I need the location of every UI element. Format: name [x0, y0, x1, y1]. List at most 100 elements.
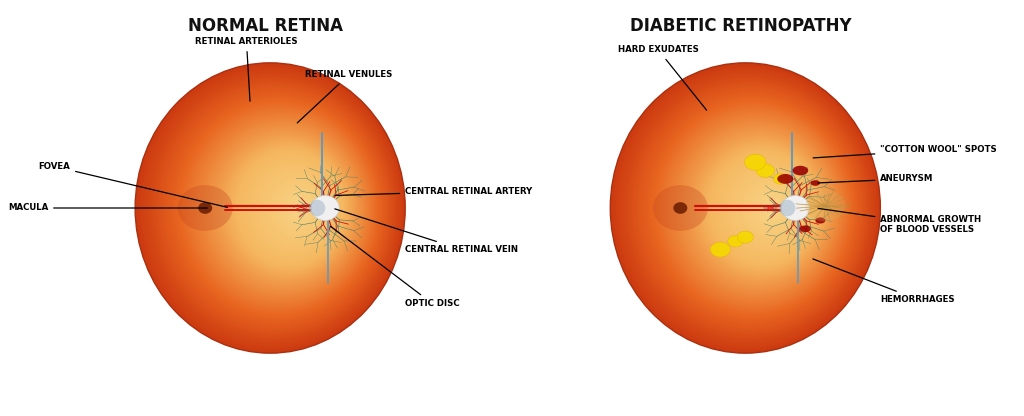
- Ellipse shape: [756, 191, 787, 225]
- Ellipse shape: [653, 185, 708, 231]
- Ellipse shape: [138, 65, 403, 351]
- Ellipse shape: [663, 109, 847, 307]
- Ellipse shape: [754, 188, 790, 228]
- Ellipse shape: [651, 99, 854, 317]
- Ellipse shape: [256, 167, 332, 249]
- Ellipse shape: [707, 148, 819, 268]
- Ellipse shape: [770, 203, 779, 213]
- Ellipse shape: [698, 140, 824, 276]
- Ellipse shape: [230, 145, 347, 271]
- Ellipse shape: [177, 185, 232, 231]
- Ellipse shape: [216, 133, 356, 283]
- Ellipse shape: [166, 89, 386, 327]
- Ellipse shape: [630, 80, 868, 336]
- Ellipse shape: [269, 179, 324, 237]
- Ellipse shape: [161, 84, 390, 332]
- Ellipse shape: [772, 206, 777, 210]
- Ellipse shape: [236, 150, 344, 266]
- Ellipse shape: [632, 82, 866, 334]
- Ellipse shape: [239, 152, 342, 264]
- Ellipse shape: [200, 119, 367, 297]
- Ellipse shape: [679, 123, 837, 293]
- Ellipse shape: [222, 138, 352, 278]
- Text: FOVEA: FOVEA: [38, 162, 227, 207]
- Ellipse shape: [146, 72, 398, 344]
- Ellipse shape: [723, 162, 809, 254]
- Ellipse shape: [728, 235, 743, 247]
- Text: OPTIC DISC: OPTIC DISC: [331, 226, 460, 308]
- Ellipse shape: [177, 99, 380, 317]
- Ellipse shape: [773, 173, 787, 184]
- Ellipse shape: [194, 114, 370, 302]
- Ellipse shape: [211, 128, 359, 288]
- Text: RETINAL ARTERIOLES: RETINAL ARTERIOLES: [196, 37, 298, 101]
- Ellipse shape: [180, 102, 378, 314]
- Ellipse shape: [298, 203, 306, 213]
- Ellipse shape: [756, 164, 774, 177]
- Ellipse shape: [654, 102, 852, 314]
- Ellipse shape: [777, 174, 794, 184]
- Ellipse shape: [275, 184, 321, 232]
- Text: RETINAL VENULES: RETINAL VENULES: [297, 70, 392, 123]
- Ellipse shape: [203, 121, 365, 295]
- Ellipse shape: [638, 87, 863, 329]
- Ellipse shape: [668, 114, 844, 302]
- Text: CENTRAL RETINAL VEIN: CENTRAL RETINAL VEIN: [335, 209, 518, 254]
- Ellipse shape: [703, 145, 821, 271]
- Ellipse shape: [695, 138, 826, 278]
- Ellipse shape: [185, 106, 375, 310]
- Ellipse shape: [224, 140, 351, 276]
- Ellipse shape: [646, 94, 858, 322]
- Ellipse shape: [671, 116, 842, 300]
- Ellipse shape: [693, 136, 827, 280]
- Ellipse shape: [682, 126, 835, 290]
- Ellipse shape: [155, 80, 393, 336]
- Ellipse shape: [649, 97, 856, 319]
- Ellipse shape: [292, 198, 310, 218]
- Ellipse shape: [300, 206, 305, 210]
- Ellipse shape: [169, 92, 385, 324]
- Ellipse shape: [624, 75, 871, 341]
- Ellipse shape: [264, 174, 327, 242]
- Ellipse shape: [779, 200, 796, 216]
- Ellipse shape: [287, 193, 313, 223]
- Text: NORMAL RETINA: NORMAL RETINA: [187, 17, 343, 35]
- Ellipse shape: [245, 157, 339, 259]
- Ellipse shape: [800, 225, 811, 232]
- Ellipse shape: [267, 176, 326, 240]
- Ellipse shape: [191, 111, 372, 305]
- Text: MACULA: MACULA: [8, 203, 208, 213]
- Ellipse shape: [659, 106, 849, 310]
- Ellipse shape: [152, 77, 395, 339]
- Ellipse shape: [781, 196, 809, 220]
- Ellipse shape: [712, 152, 815, 264]
- Ellipse shape: [685, 128, 834, 288]
- Ellipse shape: [208, 126, 361, 290]
- Ellipse shape: [762, 196, 784, 220]
- Ellipse shape: [247, 160, 337, 256]
- Ellipse shape: [242, 155, 341, 261]
- Ellipse shape: [744, 154, 766, 170]
- Ellipse shape: [309, 200, 326, 216]
- Ellipse shape: [701, 143, 822, 273]
- Ellipse shape: [281, 188, 316, 228]
- Ellipse shape: [205, 123, 362, 293]
- Ellipse shape: [158, 82, 391, 334]
- Ellipse shape: [793, 166, 808, 176]
- Ellipse shape: [657, 104, 851, 312]
- Ellipse shape: [214, 131, 357, 285]
- Text: CENTRAL RETINAL ARTERY: CENTRAL RETINAL ARTERY: [335, 187, 532, 196]
- Ellipse shape: [615, 68, 877, 348]
- Ellipse shape: [715, 155, 814, 261]
- Ellipse shape: [710, 150, 817, 266]
- Ellipse shape: [690, 133, 829, 283]
- Text: DIABETIC RETINOPATHY: DIABETIC RETINOPATHY: [630, 17, 851, 35]
- Ellipse shape: [687, 131, 831, 285]
- Ellipse shape: [711, 242, 730, 257]
- Ellipse shape: [718, 157, 812, 259]
- Ellipse shape: [197, 116, 368, 300]
- Ellipse shape: [253, 164, 334, 252]
- Text: HEMORRHAGES: HEMORRHAGES: [813, 259, 955, 304]
- Ellipse shape: [674, 119, 840, 297]
- Ellipse shape: [295, 201, 308, 215]
